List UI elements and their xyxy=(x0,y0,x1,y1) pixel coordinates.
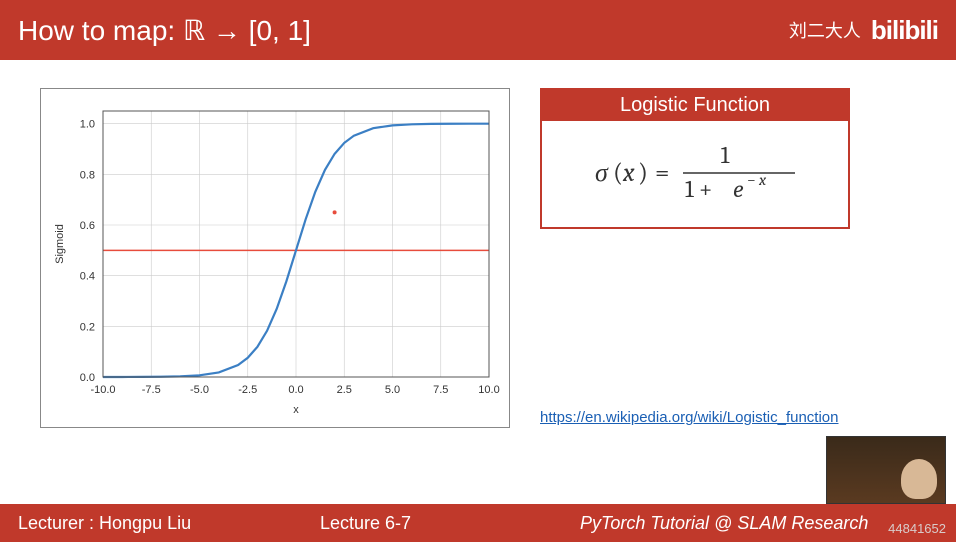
svg-text:7.5: 7.5 xyxy=(433,384,448,396)
svg-text:1: 1 xyxy=(721,141,730,169)
footer-lecture-number: Lecture 6-7 xyxy=(320,513,580,534)
svg-text:-7.5: -7.5 xyxy=(142,384,161,396)
svg-text:10.0: 10.0 xyxy=(478,384,499,396)
webcam-overlay xyxy=(826,436,946,504)
svg-text:0.8: 0.8 xyxy=(80,169,95,181)
formula-box: Logistic Function σ ( x ) = 1 1 + e − x xyxy=(540,88,850,229)
author-name: 刘二大人 xyxy=(789,17,861,43)
right-column: Logistic Function σ ( x ) = 1 1 + e − x … xyxy=(540,88,916,428)
svg-text:x: x xyxy=(622,158,635,188)
svg-text:-2.5: -2.5 xyxy=(238,384,257,396)
svg-text:-5.0: -5.0 xyxy=(190,384,209,396)
sigmoid-chart: -10.0 -7.5 -5.0 -2.5 0.0 2.5 5.0 7.5 10.0 0.0 0.2 0… xyxy=(40,88,510,428)
svg-text:(: ( xyxy=(613,158,623,188)
chart-svg: -10.0 -7.5 -5.0 -2.5 0.0 2.5 5.0 7.5 10.0 0.0 0.2 0… xyxy=(49,97,503,421)
footer-lecturer: Lecturer : Hongpu Liu xyxy=(0,513,320,534)
svg-text:2.5: 2.5 xyxy=(337,384,352,396)
wikipedia-link[interactable]: https://en.wikipedia.org/wiki/Logistic_f… xyxy=(540,409,916,426)
svg-text:x: x xyxy=(293,404,299,416)
svg-text:1.0: 1.0 xyxy=(80,119,95,131)
svg-text:e: e xyxy=(733,175,744,203)
svg-text:0.4: 0.4 xyxy=(80,271,95,283)
svg-text:0.2: 0.2 xyxy=(80,321,95,333)
svg-text:-10.0: -10.0 xyxy=(90,384,115,396)
svg-text:σ: σ xyxy=(595,158,609,188)
slide-content: -10.0 -7.5 -5.0 -2.5 0.0 2.5 5.0 7.5 10.0 0.0 0.2 0… xyxy=(0,60,956,428)
formula-header: Logistic Function xyxy=(542,90,848,121)
formula-svg: σ ( x ) = 1 1 + e − x xyxy=(585,139,805,209)
slide-footer: Lecturer : Hongpu Liu Lecture 6-7 PyTorc… xyxy=(0,504,956,542)
slide-header: How to map: ℝ → [0, 1] 刘二大人 bilibili xyxy=(0,0,956,60)
bilibili-logo: bilibili xyxy=(871,15,938,46)
svg-text:1 +: 1 + xyxy=(685,175,712,203)
watermark-id: 44841652 xyxy=(888,521,946,536)
svg-text:−: − xyxy=(747,171,756,189)
formula-body: σ ( x ) = 1 1 + e − x xyxy=(542,121,848,227)
svg-text:0.0: 0.0 xyxy=(288,384,303,396)
header-right: 刘二大人 bilibili xyxy=(789,15,938,46)
svg-text:=: = xyxy=(655,158,669,188)
svg-text:5.0: 5.0 xyxy=(385,384,400,396)
svg-text:x: x xyxy=(758,171,767,189)
svg-text:): ) xyxy=(638,158,648,188)
svg-text:Sigmoid: Sigmoid xyxy=(54,224,66,264)
svg-text:0.0: 0.0 xyxy=(80,372,95,384)
svg-text:0.6: 0.6 xyxy=(80,220,95,232)
slide-title: How to map: ℝ → [0, 1] xyxy=(18,14,311,47)
